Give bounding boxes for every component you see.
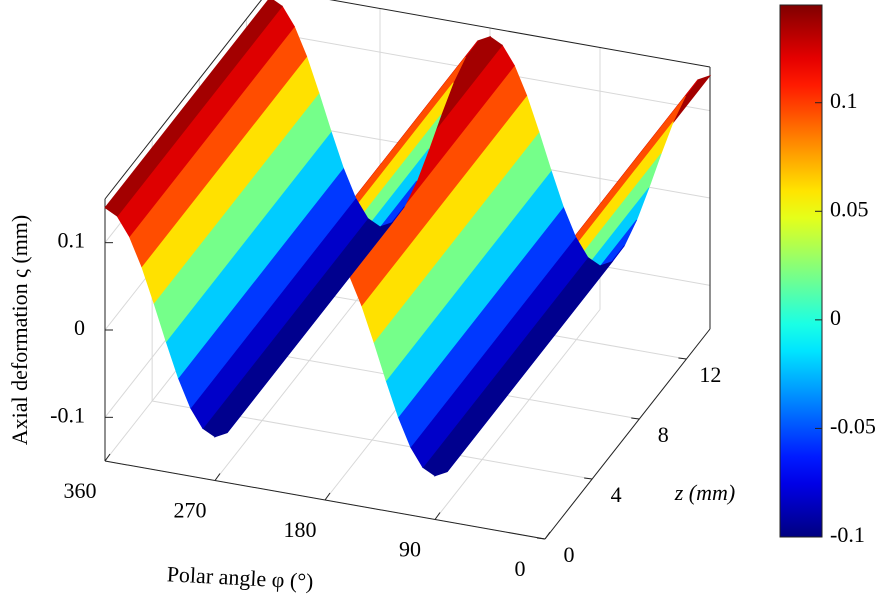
colorbar-gradient xyxy=(779,4,823,538)
x-tick xyxy=(324,492,331,501)
colorbar: -0.1 -0.05 0 0.05 0.1 xyxy=(779,4,876,547)
x-axis-label: Polar angle φ (°) xyxy=(166,561,314,594)
z-tick-label: -0.1 xyxy=(50,402,85,427)
x-tick xyxy=(214,473,221,481)
y-tick xyxy=(678,357,687,360)
grid-line xyxy=(434,309,601,520)
x-tick xyxy=(544,531,551,540)
x-tick-label: 90 xyxy=(399,537,421,562)
y-axis-label: z (mm) xyxy=(674,480,736,505)
y-tick xyxy=(536,537,546,540)
y-tick-label: 12 xyxy=(699,362,721,387)
axis-labels: Polar angle φ (°) z (mm) Axial deformati… xyxy=(7,215,735,594)
surface-strip xyxy=(104,0,283,217)
x-tick-label: 270 xyxy=(174,498,207,523)
y-tick xyxy=(584,477,593,480)
x-tick xyxy=(104,453,111,462)
z-tick-label: 0 xyxy=(74,315,85,340)
colorbar-tick-label: 0.05 xyxy=(830,196,869,221)
axis-line xyxy=(544,328,711,540)
y-tick-label: 4 xyxy=(611,482,622,507)
colorbar-tick-label: 0.1 xyxy=(830,88,858,113)
z-tick-label: 0.1 xyxy=(58,228,86,253)
colorbar-tick-label: 0 xyxy=(830,305,841,330)
colorbar-tick-label: -0.1 xyxy=(830,522,865,547)
y-tick xyxy=(631,417,640,420)
x-tick-label: 360 xyxy=(64,478,97,503)
grid-line xyxy=(214,270,381,481)
axis-line xyxy=(329,0,711,68)
y-tick-label: 8 xyxy=(658,422,669,447)
z-axis-label: Axial deformation ς (mm) xyxy=(7,215,32,445)
x-tick xyxy=(434,512,441,520)
x-tick-label: 0 xyxy=(515,556,526,581)
axis-line xyxy=(104,0,262,200)
colorbar-tick-label: -0.05 xyxy=(830,413,876,438)
x-tick-label: 180 xyxy=(284,517,317,542)
surface xyxy=(104,0,712,477)
y-tick-label: 0 xyxy=(564,542,575,567)
